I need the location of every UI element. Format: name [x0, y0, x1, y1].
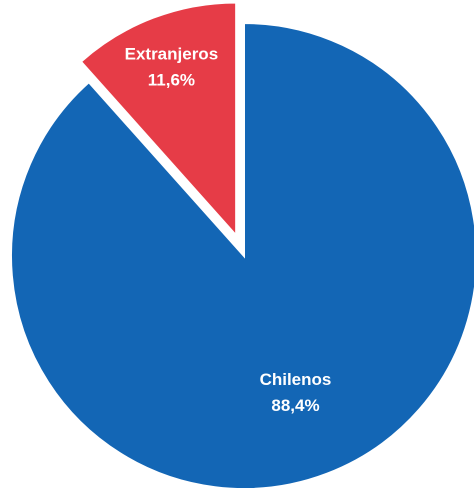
slice-value-label: 88,4%: [271, 396, 319, 415]
slice-category-label: Extranjeros: [125, 45, 219, 64]
pie-slice-chilenos: [10, 21, 474, 490]
slice-label-chilenos: Chilenos 88,4%: [260, 370, 332, 415]
pie-slices: [10, 1, 474, 490]
pie-labels: Chilenos 88,4% Extranjeros 11,6%: [125, 45, 332, 415]
slice-label-extranjeros: Extranjeros 11,6%: [125, 45, 219, 90]
slice-value-label: 11,6%: [148, 71, 195, 90]
pie-slice-extranjeros: [79, 1, 238, 239]
slice-category-label: Chilenos: [260, 370, 332, 389]
